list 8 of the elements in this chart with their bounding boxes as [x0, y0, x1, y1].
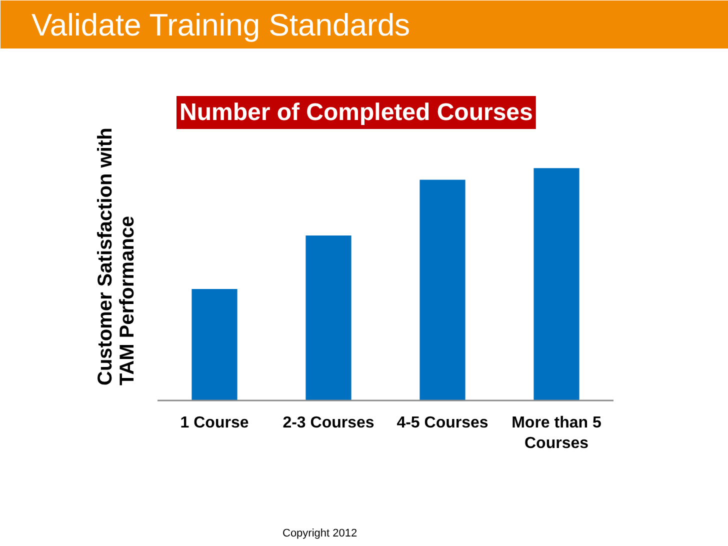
y-axis-title: Customer Satisfaction with TAM Performance — [94, 128, 138, 386]
x-tick-label: More than 5 Courses — [512, 414, 602, 452]
text: Copyright 2012 — [282, 528, 358, 540]
x-tick-label: 1 Course — [180, 414, 249, 432]
chart-title: Validate Training Standards — [32, 8, 410, 42]
chart-subtitle: Number of Completed Courses — [180, 99, 533, 126]
x-tick-label: 2-3 Courses — [282, 414, 374, 432]
x-tick-label: 4-5 Courses — [396, 414, 488, 432]
